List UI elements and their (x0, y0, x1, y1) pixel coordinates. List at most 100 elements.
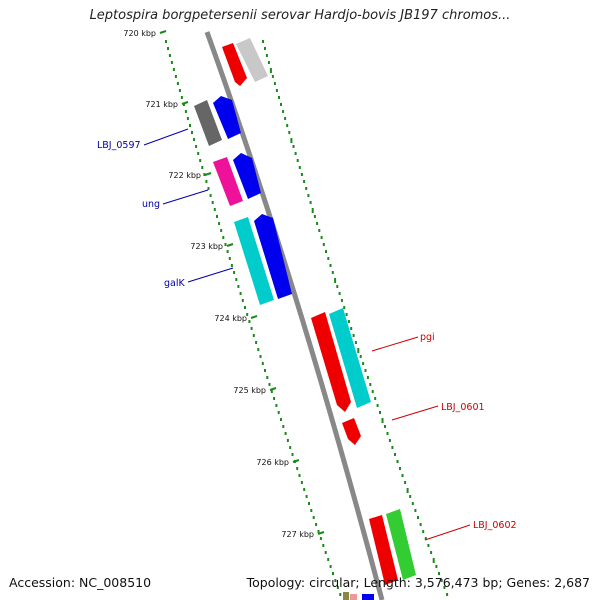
ruler-dot-outer (347, 320, 350, 323)
orf-green-1[interactable] (386, 509, 416, 580)
cds-reverse-lbj0602[interactable] (369, 515, 398, 585)
ruler-tick-label: 723 kbp (190, 242, 223, 251)
ruler-dot-outer (401, 474, 404, 477)
ruler-dot-inner (300, 481, 303, 484)
ruler-dot-inner (324, 551, 327, 554)
ruler-dot-outer (404, 481, 407, 484)
ruler-dot-inner (230, 264, 233, 267)
ruler-dot-inner (303, 488, 306, 491)
orf-cyan-2[interactable] (329, 308, 371, 408)
ruler-dot-inner (264, 369, 266, 372)
label-line-lbj0601 (391, 405, 439, 421)
cds-reverse-1[interactable] (222, 43, 247, 86)
ruler-tick-label: 720 kbp (123, 29, 156, 38)
gene-label-lbj0602[interactable]: LBJ_0602 (473, 520, 517, 531)
cds-forward-ung[interactable] (233, 153, 261, 199)
ruler-dot-inner (195, 145, 198, 148)
label-line-pgi (371, 336, 419, 352)
ruler-dot-outer (369, 383, 372, 386)
orf-1[interactable] (236, 38, 268, 82)
cds-reverse-pgi[interactable] (311, 312, 351, 412)
ruler-dot-outer (391, 446, 394, 449)
ruler-dot-outer (273, 82, 276, 85)
ruler-dot-outer (280, 103, 282, 106)
cds-reverse-lbj0601[interactable] (342, 418, 361, 445)
ruler-dot-inner (241, 299, 244, 302)
ruler-tick-label: 722 kbp (168, 171, 201, 180)
ruler-dot-inner (186, 117, 189, 120)
ruler-dot-outer (443, 586, 446, 589)
ruler-dot-inner (233, 271, 236, 274)
gene-label-lbj0601[interactable]: LBJ_0601 (441, 402, 485, 413)
ruler-dot-inner (305, 495, 308, 498)
ruler-dot-inner (293, 460, 296, 463)
ruler-dot-outer (343, 306, 346, 309)
ruler-dot-inner (191, 131, 193, 134)
ruler-dot-inner (319, 537, 322, 540)
ruler-dot-outer (359, 355, 362, 358)
ruler-dot-outer (311, 208, 314, 213)
ruler-dot-outer (427, 544, 430, 547)
ruler-dot-outer (384, 425, 386, 428)
ruler-dot-inner (220, 229, 223, 232)
ruler-dot-outer (303, 180, 306, 183)
orf-cyan-1[interactable] (234, 217, 274, 305)
ruler-dot-outer (396, 460, 399, 463)
ruler-dot-inner (266, 376, 269, 379)
ruler-tick-label: 726 kbp (256, 458, 289, 467)
ruler-dot-inner (250, 327, 253, 330)
ruler-dot-outer (376, 404, 379, 407)
ruler-dot-inner (244, 306, 246, 309)
ruler-dot-outer (313, 215, 316, 218)
ruler-dot-inner (199, 159, 202, 162)
ruler-dot-inner (329, 565, 332, 568)
ruler-dot-outer (381, 418, 384, 423)
ruler-dot-inner (327, 558, 330, 561)
feature-bottom-3[interactable] (362, 594, 374, 600)
ruler-dot-outer (374, 397, 377, 400)
ruler-dot-inner (207, 187, 210, 190)
ruler-dot-inner (270, 390, 273, 393)
ruler-dot-inner (248, 320, 251, 323)
orf-gray-1[interactable] (194, 100, 222, 146)
ruler-dot-inner (317, 530, 320, 533)
ruler-dot-inner (172, 68, 175, 71)
label-line-lbj0597 (143, 128, 189, 146)
ruler-dot-inner (246, 313, 249, 316)
ruler-dot-outer (371, 390, 374, 393)
ruler-dot-inner (286, 439, 289, 442)
ruler-dot-inner (312, 516, 315, 519)
ruler-dot-inner (180, 96, 183, 99)
ruler-dot-outer (430, 551, 433, 554)
gene-label-lbj0597[interactable]: LBJ_0597 (97, 140, 141, 151)
ruler-dot-outer (438, 572, 440, 575)
label-line-ung (162, 189, 209, 205)
ruler-dot-inner (189, 124, 191, 127)
ruler-dot-outer (352, 334, 355, 337)
ruler-dot-inner (268, 383, 271, 386)
ruler-dot-inner (222, 236, 225, 239)
ruler-tick-label: 721 kbp (145, 100, 178, 109)
map-title: Leptospira borgpetersenii serovar Hardjo… (89, 8, 511, 23)
ruler-dot-inner (178, 89, 181, 92)
feature-bottom-1[interactable] (343, 592, 349, 600)
ruler-dot-inner (261, 362, 264, 365)
ruler-dot-inner (310, 509, 313, 512)
cds-forward-lbj0597[interactable] (213, 96, 241, 139)
ruler-dot-inner (315, 523, 318, 526)
ruler-dot-outer (275, 89, 278, 92)
gene-label-galk[interactable]: galK (164, 278, 185, 289)
orf-magenta-1[interactable] (213, 157, 243, 206)
ruler-dot-inner (213, 208, 216, 211)
ruler-dot-inner (282, 425, 285, 428)
ruler: 720 kbp 721 kbp 722 kbp 723 kbp 724 kbp 725 k… (123, 29, 449, 596)
label-line-galk (187, 267, 234, 283)
gene-label-pgi[interactable]: pgi (420, 332, 435, 343)
cds-forward-galk[interactable] (254, 214, 292, 299)
ruler-dot-outer (386, 432, 389, 435)
gene-label-ung[interactable]: ung (142, 199, 160, 210)
ruler-dot-outer (265, 54, 268, 57)
ruler-dot-inner (332, 572, 334, 575)
feature-bottom-2[interactable] (350, 594, 357, 600)
topology-text: Topology: circular; Length: 3,576,473 bp… (246, 575, 590, 590)
